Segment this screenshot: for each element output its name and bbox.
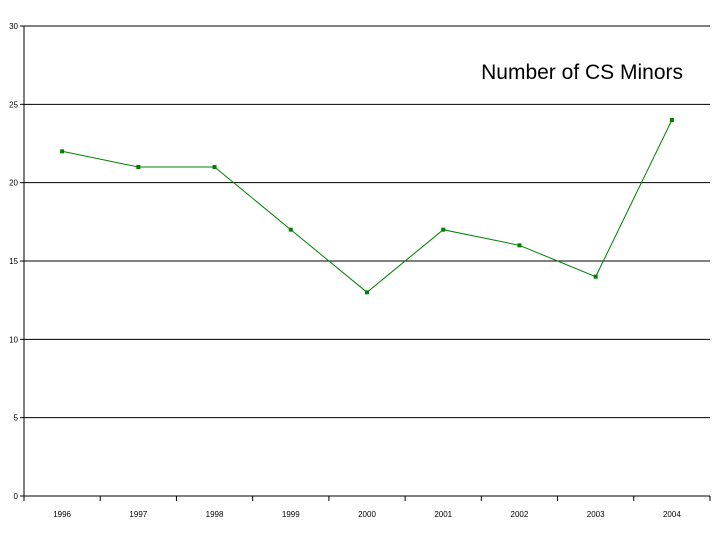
y-tick-label: 5 [14,414,19,423]
data-point-1999 [288,227,293,232]
gridlines [24,25,710,419]
data-point-2000 [365,290,369,295]
x-tick-labels: 1996 1997 1998 1999 2000 2001 2002 2003 2004 [23,496,711,519]
data-point-2001 [441,227,446,232]
y-tick-label: 20 [9,179,18,188]
chart-title: Number of CS Minors [481,61,683,84]
x-tick-label: 2001 [434,510,452,519]
data-point-1996 [60,149,65,154]
data-point-2002 [517,243,522,248]
series-line [61,119,673,293]
data-point-1998 [212,165,217,169]
data-point-2003 [593,274,598,279]
x-tick-label: 2003 [587,510,605,519]
x-tick-label: 1999 [282,510,300,519]
y-tick-label: 15 [9,257,18,266]
series-line-group [60,118,674,295]
x-tick-label: 2000 [358,510,376,519]
x-tick-label: 2002 [511,510,529,519]
x-tick-label: 1996 [53,510,71,519]
x-tick-label: 1997 [129,510,147,519]
y-tick-label: 30 [9,22,18,31]
y-tick-label: 10 [9,335,18,344]
y-tick-label: 0 [14,492,19,501]
x-tick-label: 1998 [206,510,224,519]
x-tick-label: 2004 [663,510,681,519]
y-tick-labels: 0 5 10 15 20 25 30 [9,22,24,501]
data-point-2004 [669,118,674,122]
y-tick-label: 25 [9,100,18,109]
data-point-1997 [136,165,141,169]
